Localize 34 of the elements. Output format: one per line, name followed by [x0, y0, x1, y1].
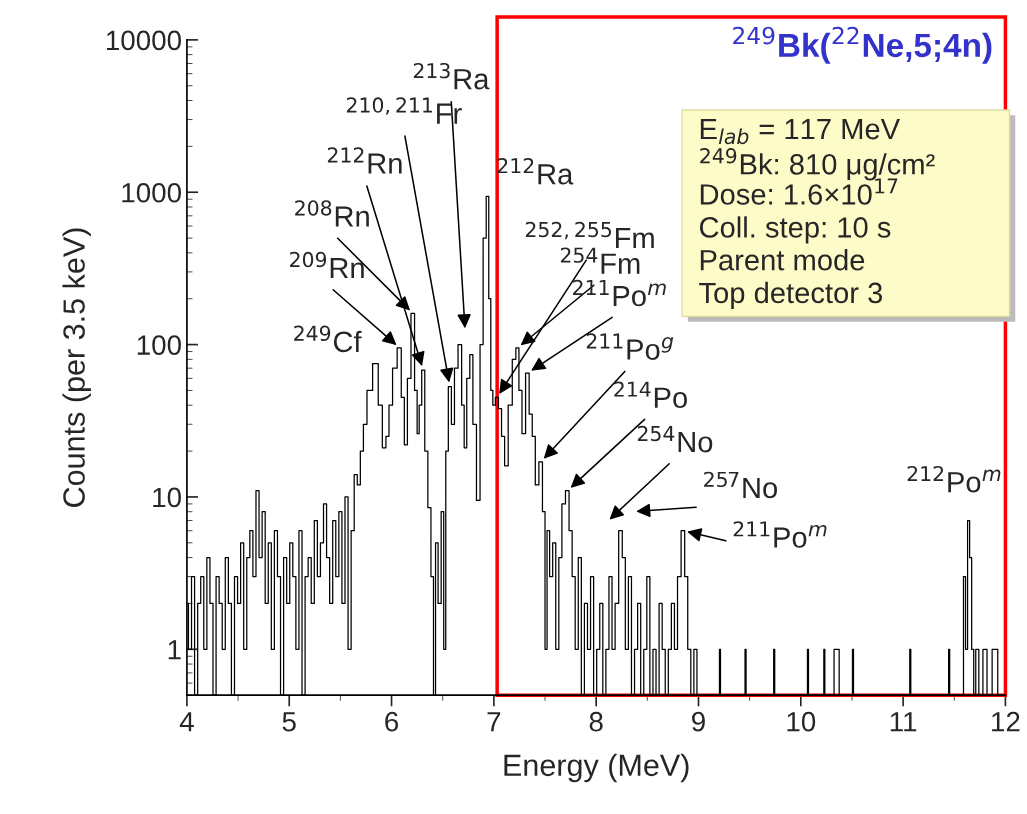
annotation: $^{254}$Fm	[560, 247, 640, 274]
annotation: $^{212}$Rn	[327, 147, 402, 174]
annotation: $^{257}$No	[704, 471, 777, 499]
x-tick-label: 7	[487, 712, 501, 732]
annotation: $^{209}$Rn	[290, 251, 364, 279]
y-tick-label: 10000	[106, 30, 181, 51]
x-tick-label: 5	[282, 712, 296, 732]
x-axis-title: Energy (MeV)	[504, 753, 689, 783]
chart-title: $^{249}$Bk($^{22}$Ne,5;4n)	[733, 26, 992, 64]
annotation: Parent mode	[700, 249, 865, 271]
annotation: $^{211}$Po$^{m}$	[733, 521, 827, 548]
x-tick-label: 11	[890, 712, 917, 732]
annotation: $^{213}$Ra	[413, 62, 490, 90]
annotation: $^{214}$Po	[614, 381, 687, 409]
annotation: $^{212}$Po$^{m}$	[907, 465, 1001, 493]
annotation: E$_{lab}$ = 117 MeV	[700, 119, 901, 145]
y-tick-label: 10	[153, 487, 181, 508]
x-tick-label: 9	[692, 711, 705, 732]
x-tick-label: 10	[787, 711, 816, 732]
x-tick-label: 4	[179, 712, 194, 732]
x-tick-label: 12	[992, 711, 1020, 732]
annotation: Top detector 3	[699, 281, 883, 310]
annotation: $^{249}$Cf	[294, 325, 362, 353]
x-tick-label: 8	[589, 711, 603, 732]
annotation: $^{254}$No	[637, 425, 713, 453]
y-axis-title: Counts (per 3.5 keV)	[62, 228, 91, 507]
y-tick-label: 1	[168, 640, 181, 660]
annotation: $^{211}$Po$^{g}$	[586, 333, 674, 360]
y-tick-label: 1000	[122, 182, 181, 203]
annotation: $^{208}$Rn	[295, 200, 369, 227]
y-tick-label: 100	[137, 335, 181, 355]
annotation: Coll. step: 10 s	[699, 216, 891, 244]
annotation: $^{211}$Po$^{m}$	[573, 279, 666, 307]
x-tick-label: 6	[385, 711, 399, 732]
